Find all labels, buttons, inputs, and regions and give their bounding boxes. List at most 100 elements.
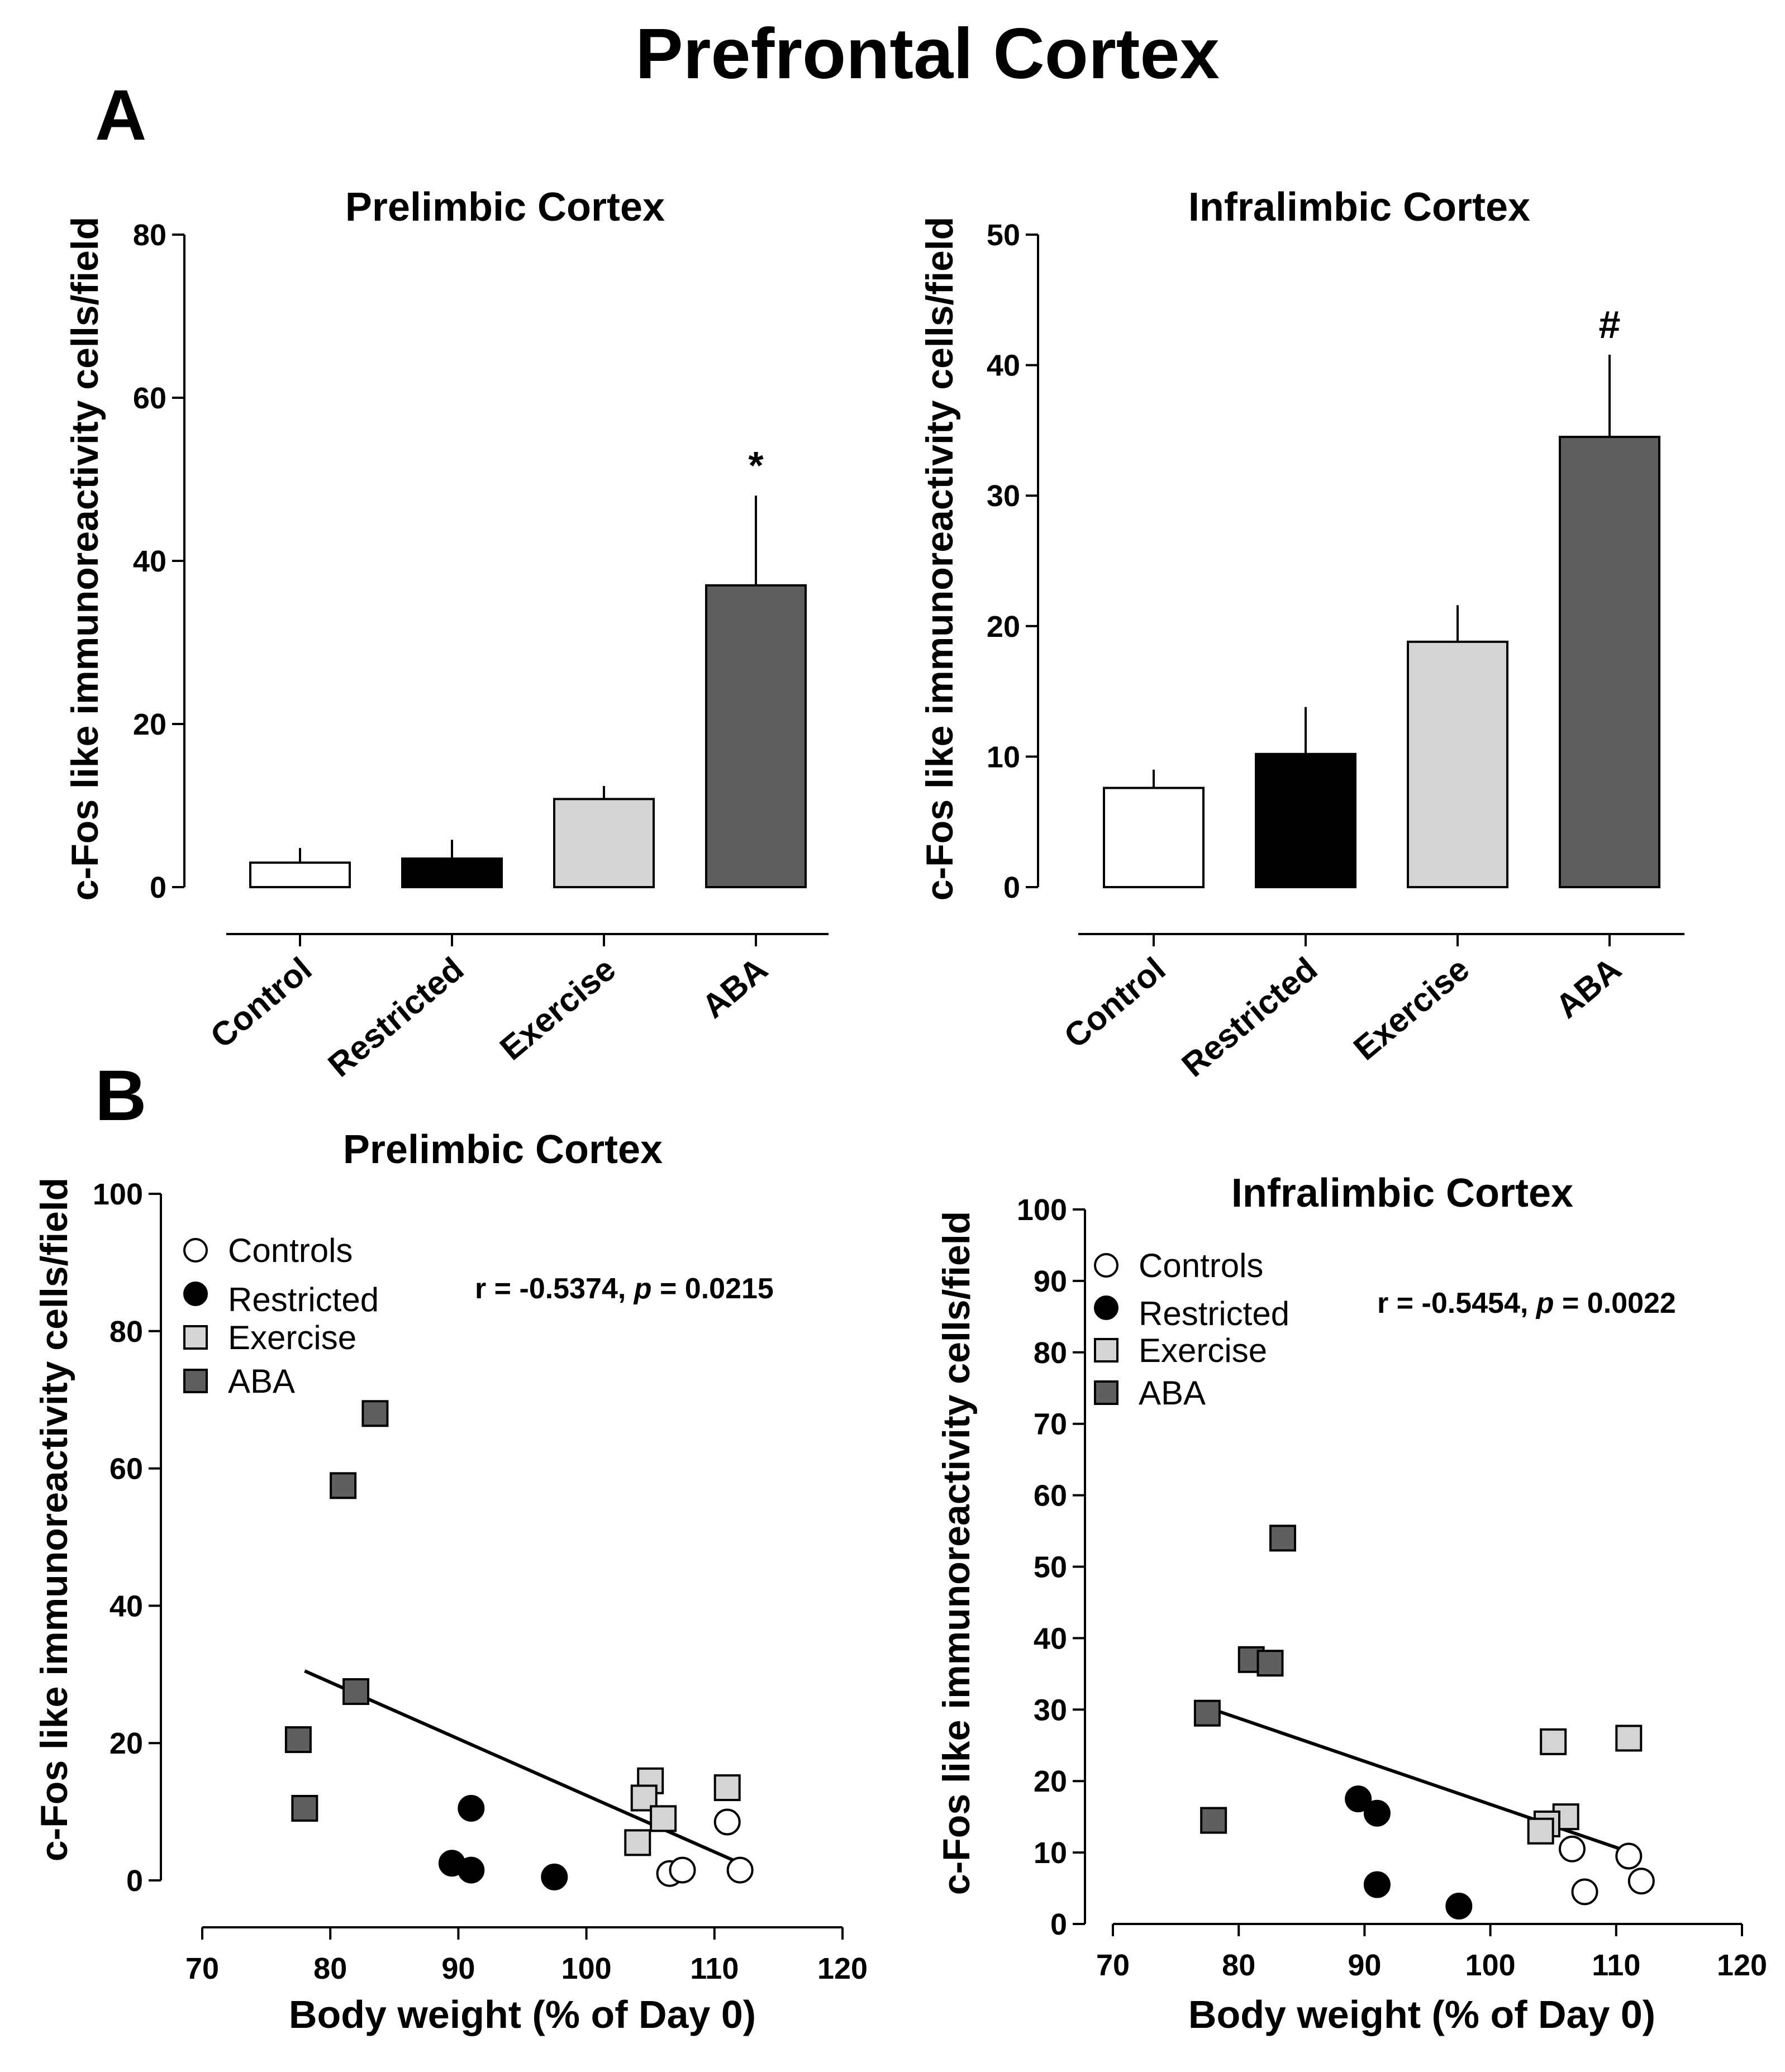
legend-label: ABA: [1139, 1374, 1206, 1412]
chart-title: Infralimbic Cortex: [1188, 185, 1530, 230]
legend-marker: [1094, 1380, 1118, 1405]
legend-marker: [183, 1282, 208, 1306]
y-tick-label: 0: [126, 1864, 143, 1898]
bar: [1255, 752, 1356, 889]
x-tick-label: 70: [185, 1952, 219, 1985]
y-tick-label: 10: [1034, 1836, 1067, 1870]
x-tick-label: Restricted: [321, 950, 471, 1084]
bar: [553, 798, 655, 888]
significance-marker: #: [1599, 303, 1621, 346]
y-tick-label: 60: [133, 382, 166, 415]
chart-infralimbic-bar: Infralimbic Cortex c-Fos like immunoreact…: [918, 185, 1684, 1084]
y-tick-label: 20: [987, 610, 1020, 644]
x-tick-label: 90: [1348, 1949, 1381, 1982]
x-tick-label: Control: [203, 950, 318, 1055]
data-point: [1256, 1650, 1284, 1677]
y-tick-label: 50: [987, 218, 1020, 252]
y-tick-label: 0: [150, 871, 166, 904]
chart-prelimbic-bar: Prelimbic Cortex c-Fos like immunoreactiv…: [64, 185, 829, 1084]
legend-label: Controls: [228, 1232, 353, 1269]
y-axis-label: c-Fos like immunoreactivity cells/field: [33, 1178, 75, 1861]
regression-line: [304, 1669, 741, 1865]
panel-a-label: A: [95, 75, 146, 155]
data-point: [458, 1794, 485, 1822]
legend-label: Controls: [1139, 1247, 1263, 1284]
data-point: [1363, 1871, 1391, 1898]
annotation-r: r = -0.5374,: [475, 1273, 634, 1305]
x-tick-label: Restricted: [1175, 950, 1325, 1084]
data-point: [458, 1856, 485, 1884]
chart-title: Infralimbic Cortex: [1231, 1171, 1573, 1216]
figure-title: Prefrontal Cortex: [635, 14, 1220, 94]
y-tick-label: 50: [1034, 1551, 1067, 1584]
y-tick-label: 80: [1034, 1336, 1067, 1370]
data-point: [1615, 1725, 1643, 1752]
legend-label: ABA: [228, 1363, 295, 1400]
y-tick-label: 20: [1034, 1765, 1067, 1798]
y-tick-label: 80: [110, 1315, 143, 1349]
x-tick-label: 100: [1465, 1949, 1516, 1982]
data-point: [1193, 1699, 1221, 1727]
x-tick-label: 90: [441, 1952, 475, 1985]
significance-marker: *: [748, 444, 764, 487]
bar: [1407, 640, 1508, 889]
correlation-annotation: r = -0.5374, p = 0.0215: [475, 1273, 774, 1305]
y-tick-label: 30: [1034, 1693, 1067, 1727]
legend-label: Restricted: [228, 1281, 379, 1318]
y-tick-label: 40: [987, 349, 1020, 383]
data-point: [342, 1678, 370, 1706]
y-tick-label: 10: [987, 740, 1020, 774]
x-axis-label: Body weight (% of Day 0): [1188, 1993, 1655, 2036]
data-point: [1445, 1893, 1473, 1920]
y-tick-label: 20: [110, 1727, 143, 1760]
panel-b-label: B: [95, 1056, 146, 1136]
y-tick-label: 100: [93, 1178, 143, 1211]
legend-marker: [183, 1238, 208, 1263]
legend-marker: [1094, 1338, 1118, 1363]
data-point: [541, 1863, 568, 1890]
annotation-p-label: p: [1535, 1287, 1554, 1320]
data-point: [1615, 1842, 1643, 1870]
y-tick-label: 40: [1034, 1622, 1067, 1655]
data-point: [1200, 1807, 1227, 1834]
legend-marker: [183, 1369, 208, 1393]
data-point: [1363, 1799, 1391, 1827]
y-axis-label: c-Fos like immunoreactivity cells/field: [935, 1211, 978, 1895]
data-point: [650, 1805, 677, 1832]
y-tick-label: 0: [1050, 1908, 1067, 1941]
x-tick-label: Exercise: [1346, 950, 1476, 1068]
x-tick-label: 120: [817, 1952, 868, 1985]
x-tick-label: 110: [690, 1952, 739, 1985]
y-axis-label: c-Fos like immunoreactivity cells/field: [918, 217, 961, 901]
legend-marker: [183, 1325, 208, 1350]
chart-prelimbic-scatter: Prelimbic Cortex c-Fos like immunoreactiv…: [33, 1127, 868, 2036]
x-axis-label: Body weight (% of Day 0): [289, 1993, 756, 2036]
x-tick-label: Control: [1057, 950, 1172, 1055]
x-tick-label: 80: [1222, 1949, 1255, 1982]
regression-line: [1213, 1708, 1642, 1858]
data-point: [1571, 1878, 1598, 1906]
x-tick-label: 110: [1592, 1949, 1640, 1982]
y-tick-label: 70: [1034, 1408, 1067, 1441]
bar: [401, 857, 503, 889]
x-tick-label: ABA: [695, 950, 775, 1026]
bar: [1559, 436, 1660, 888]
data-point: [624, 1829, 651, 1856]
data-point: [1345, 1785, 1372, 1813]
y-axis-label: c-Fos like immunoreactivity cells/field: [64, 217, 106, 901]
chart-title: Prelimbic Cortex: [343, 1127, 663, 1172]
data-point: [1627, 1868, 1655, 1895]
data-point: [361, 1400, 389, 1427]
y-tick-label: 60: [1034, 1479, 1067, 1513]
legend-marker: [1094, 1253, 1118, 1278]
x-tick-label: 80: [313, 1952, 347, 1985]
chart-infralimbic-scatter: Infralimbic Cortex c-Fos like immunoreact…: [935, 1171, 1767, 2036]
bar: [1103, 787, 1205, 888]
data-point: [713, 1774, 741, 1802]
legend-label: Restricted: [1139, 1295, 1289, 1332]
y-tick-label: 30: [987, 479, 1020, 513]
annotation-r: r = -0.5454,: [1377, 1287, 1536, 1320]
data-point: [1269, 1525, 1297, 1552]
